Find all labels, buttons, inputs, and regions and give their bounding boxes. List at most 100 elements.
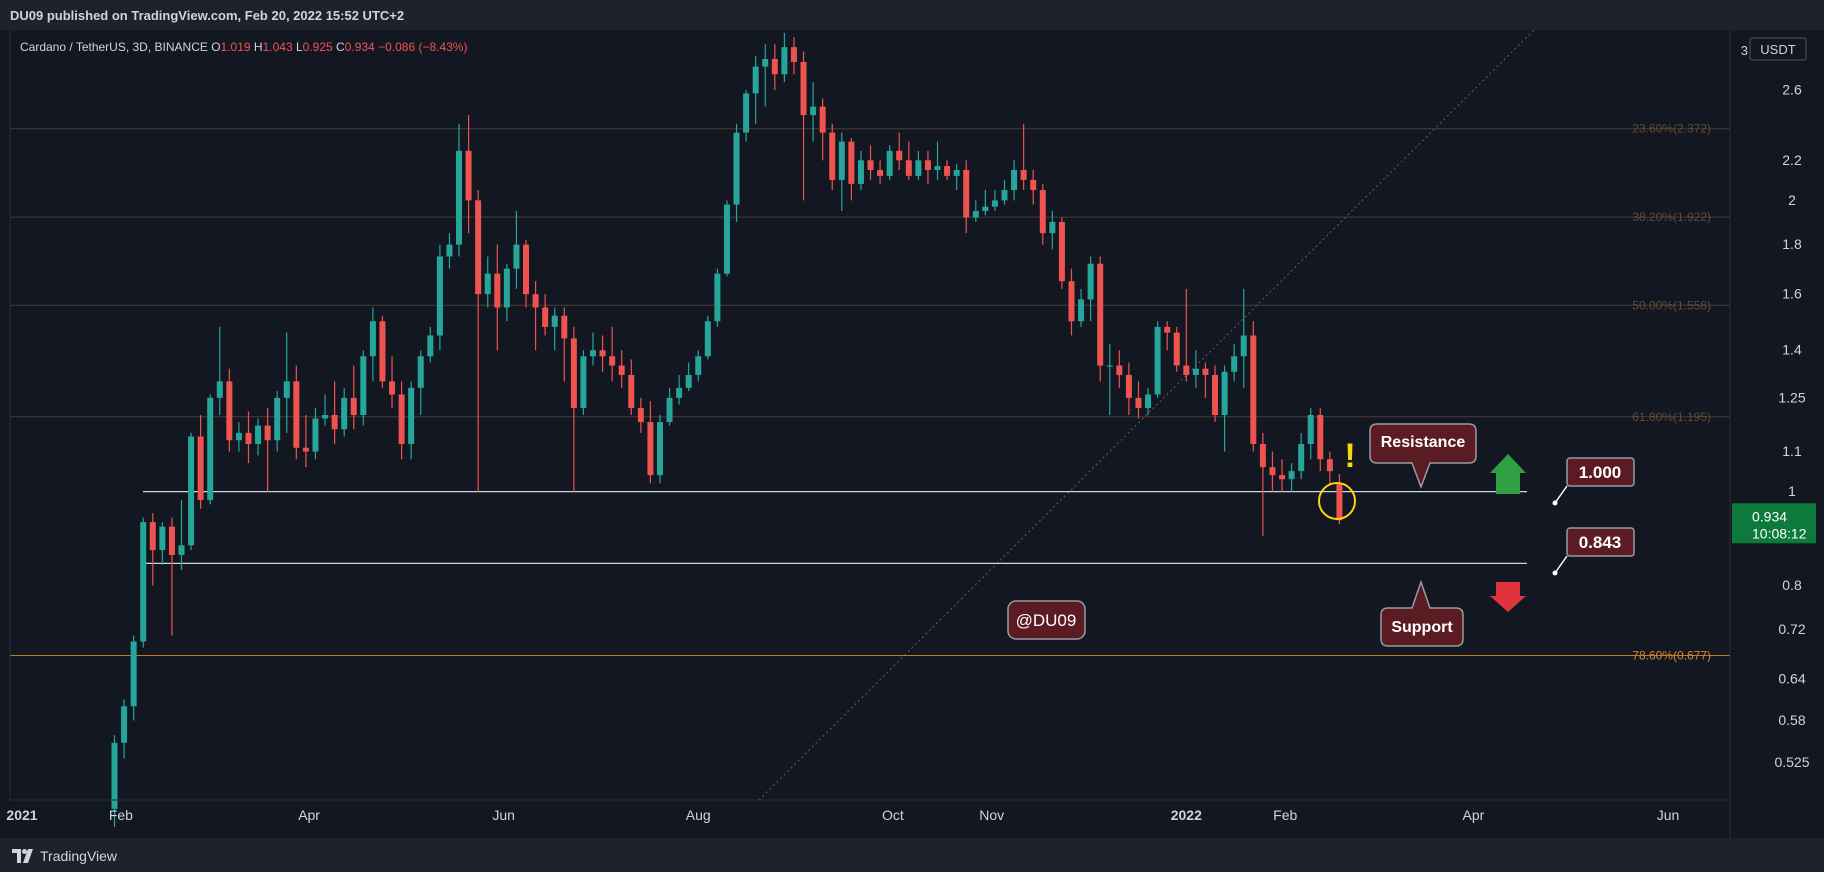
fibonacci-levels: 23.60%(2.372) 38.20%(1.922) 50.00%(1.558) 6… bbox=[10, 122, 1730, 663]
candle-body bbox=[1259, 443, 1266, 468]
candle-body bbox=[570, 338, 577, 409]
candle-body bbox=[149, 522, 156, 551]
candle-body bbox=[666, 397, 673, 423]
candle-body bbox=[609, 356, 616, 366]
candle-body bbox=[111, 742, 118, 809]
candle-up bbox=[360, 350, 367, 426]
candle-up bbox=[1221, 365, 1228, 452]
candle-up bbox=[341, 387, 348, 437]
candle-body bbox=[456, 150, 463, 245]
candle-up bbox=[456, 123, 463, 257]
candle-body bbox=[1154, 326, 1161, 395]
candle-body bbox=[1145, 394, 1152, 409]
candle-up bbox=[1087, 256, 1094, 322]
candle-body bbox=[1202, 368, 1209, 375]
candle-body bbox=[398, 394, 405, 444]
candle-down bbox=[1020, 123, 1027, 190]
candle-body bbox=[1231, 356, 1238, 372]
watermark-badge: @DU09 bbox=[1007, 600, 1086, 640]
candle-down bbox=[1317, 408, 1324, 472]
candle-up bbox=[695, 350, 702, 382]
time-tick-label: Apr bbox=[1463, 807, 1485, 823]
resistance-callout: Resistance bbox=[1369, 423, 1477, 490]
candle-body bbox=[589, 350, 596, 357]
low-value: 0.925 bbox=[302, 40, 333, 54]
candle-down bbox=[561, 307, 568, 382]
candle-body bbox=[743, 93, 750, 133]
candle-down bbox=[1279, 459, 1286, 492]
candle-down bbox=[523, 239, 530, 308]
candle-body bbox=[819, 106, 826, 133]
resistance-label: Resistance bbox=[1381, 434, 1466, 451]
candle-down bbox=[637, 397, 644, 433]
candle-up bbox=[255, 418, 262, 456]
candle-body bbox=[781, 47, 788, 75]
candle-down bbox=[790, 37, 797, 75]
candle-body bbox=[991, 200, 998, 207]
fib-label: 78.60%(0.677) bbox=[1632, 649, 1711, 663]
candle-body bbox=[1116, 365, 1123, 375]
candle-up bbox=[1231, 344, 1238, 382]
time-tick-label: Jun bbox=[492, 807, 515, 823]
candle-up bbox=[714, 268, 721, 327]
candle-body bbox=[1164, 326, 1171, 333]
candle-up bbox=[1001, 179, 1008, 205]
candle-down bbox=[800, 51, 807, 201]
candle-body bbox=[1068, 281, 1075, 322]
candle-body bbox=[972, 211, 979, 218]
candle-body bbox=[857, 160, 864, 184]
candle-down bbox=[628, 359, 635, 415]
open-value: 1.019 bbox=[220, 40, 251, 54]
arrow-down-icon bbox=[1490, 582, 1526, 612]
candle-down bbox=[1039, 183, 1046, 245]
price-tick-label: 0.64 bbox=[1778, 671, 1805, 687]
price-tick-label: 1.8 bbox=[1782, 236, 1802, 252]
candle-body bbox=[944, 166, 951, 176]
candle-down bbox=[877, 160, 884, 184]
candle-body bbox=[896, 150, 903, 161]
candle-down bbox=[1068, 268, 1075, 336]
time-axis[interactable]: 2021 Feb Apr Jun Aug Oct Nov 2022 Feb Apr Jun bbox=[6, 30, 1730, 823]
candle-up bbox=[982, 189, 989, 216]
candle-body bbox=[523, 244, 530, 295]
candle-down bbox=[1173, 326, 1180, 372]
close-value: 0.934 bbox=[344, 40, 375, 54]
candle-up bbox=[857, 150, 864, 190]
candle-down bbox=[1030, 169, 1037, 205]
candle-body bbox=[963, 169, 970, 218]
candle-up bbox=[140, 517, 147, 648]
candle-body bbox=[637, 408, 644, 423]
candle-body bbox=[130, 641, 137, 707]
price-axis[interactable]: 3 0.525 0.58 0.64 0.72 0.8 1 1.1 1.25 1.4 1.6 1.8 2 2… bbox=[1729, 30, 1824, 838]
candle-down bbox=[963, 160, 970, 234]
candle-body bbox=[1221, 371, 1228, 415]
candle-up bbox=[704, 315, 711, 360]
time-tick-label: Feb bbox=[1273, 807, 1297, 823]
horizontal-levels bbox=[143, 491, 1527, 564]
candle-up bbox=[666, 387, 673, 426]
candle-body bbox=[436, 256, 443, 336]
publish-info: DU09 published on TradingView.com, Feb 2… bbox=[10, 8, 405, 23]
candle-body bbox=[302, 447, 309, 452]
candle-body bbox=[1125, 374, 1132, 398]
tradingview-brand[interactable]: TradingView bbox=[12, 846, 117, 866]
candle-down bbox=[1097, 256, 1104, 382]
candle-up bbox=[484, 256, 491, 308]
candle-down bbox=[302, 415, 309, 468]
candle-body bbox=[1336, 483, 1343, 521]
candle-body bbox=[714, 273, 721, 322]
symbol-legend: Cardano / TetherUS, 3D, BINANCE O1.019 H… bbox=[20, 40, 467, 54]
candle-up bbox=[369, 307, 376, 382]
currency-unit-box bbox=[1749, 37, 1807, 61]
candle-body bbox=[140, 522, 147, 642]
candle-body bbox=[1135, 397, 1142, 409]
candle-body bbox=[264, 425, 271, 441]
candle-body bbox=[245, 432, 252, 444]
candle-up bbox=[159, 522, 166, 565]
candle-up bbox=[130, 635, 137, 721]
candle-body bbox=[408, 387, 415, 444]
candle-down bbox=[896, 132, 903, 170]
publish-header: DU09 published on TradingView.com, Feb 2… bbox=[0, 0, 1824, 30]
fib-label: 50.00%(1.558) bbox=[1632, 298, 1711, 312]
